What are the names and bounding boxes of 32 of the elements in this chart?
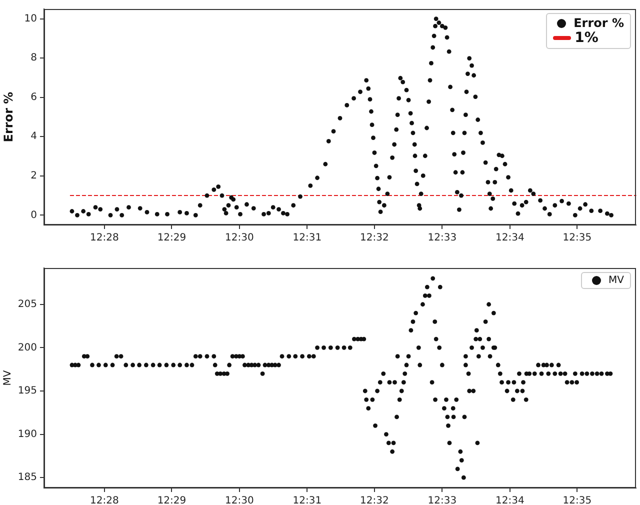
x-tick-label: 12:33 bbox=[428, 232, 457, 244]
y-tick-label: 2 bbox=[30, 170, 37, 182]
y-tick-label: 0 bbox=[30, 210, 37, 221]
y-tick-label: 8 bbox=[30, 52, 37, 64]
x-tick-label: 12:32 bbox=[360, 496, 389, 505]
y-axis-title: Error % bbox=[1, 92, 16, 142]
x-tick-label: 12:29 bbox=[157, 232, 186, 244]
x-tick-label: 12:29 bbox=[157, 496, 186, 505]
legend-label: MV bbox=[608, 275, 624, 286]
x-tick-label: 12:31 bbox=[292, 496, 322, 505]
y-axis-title: MV bbox=[2, 370, 14, 386]
legend-label: 1% bbox=[574, 30, 598, 46]
y-tick-label: 200 bbox=[18, 342, 37, 354]
y-tick-label: 185 bbox=[18, 472, 37, 484]
y-tick-label: 6 bbox=[30, 92, 37, 103]
x-tick-label: 12:28 bbox=[90, 496, 119, 505]
legend-label: Error % bbox=[574, 16, 624, 30]
x-tick-label: 12:28 bbox=[90, 232, 119, 244]
x-tick-label: 12:33 bbox=[428, 496, 457, 505]
x-tick-label: 12:34 bbox=[495, 232, 524, 244]
x-tick-label: 12:31 bbox=[292, 232, 322, 244]
y-tick-label: 10 bbox=[24, 13, 37, 24]
x-tick-label: 12:35 bbox=[562, 232, 592, 244]
y-tick-label: 190 bbox=[18, 428, 37, 440]
x-tick-label: 12:30 bbox=[225, 232, 254, 244]
x-tick-label: 12:34 bbox=[495, 496, 524, 505]
x-tick-label: 12:32 bbox=[360, 232, 389, 244]
y-tick-label: 205 bbox=[18, 298, 37, 310]
y-tick-label: 4 bbox=[30, 131, 37, 142]
x-tick-label: 12:35 bbox=[562, 496, 592, 505]
x-tick-label: 12:30 bbox=[225, 496, 254, 505]
y-tick-label: 195 bbox=[18, 386, 37, 397]
